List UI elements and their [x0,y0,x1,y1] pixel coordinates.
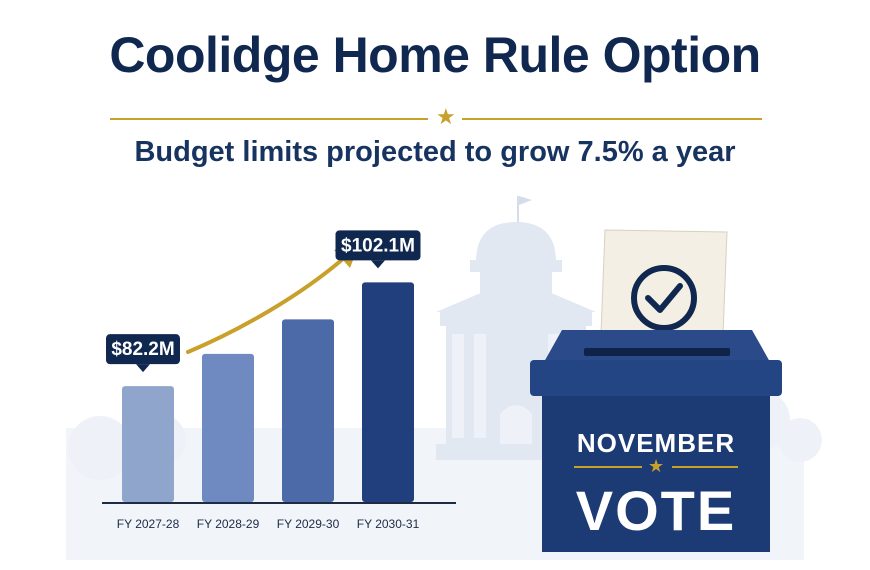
data-label-callout: $102.1M [335,230,421,269]
x-tick-label: FY 2029-30 [277,517,340,531]
bar-2 [202,353,254,502]
data-label-callout: $82.2M [106,334,180,373]
ballot-box-rule-right [672,466,738,468]
bar-1 [122,386,174,502]
growth-arrow [186,242,360,354]
flag-icon [519,196,532,205]
ballot-paper [599,229,728,361]
checkmark-icon [631,265,697,331]
bar-series [122,282,414,502]
bar-4 [362,282,414,502]
star-icon: ★ [436,104,456,129]
title-rule-right [462,118,762,120]
star-icon: ★ [648,456,665,476]
x-tick-labels: FY 2027-28 FY 2028-29 FY 2029-30 FY 2030-31 [117,517,420,531]
ballot-box-rule-left [574,466,642,468]
ballot-box-month: NOVEMBER [576,428,736,458]
bar-3 [282,319,334,502]
title-rule-left [110,118,428,120]
page-title: Coolidge Home Rule Option [109,27,761,83]
x-tick-label: FY 2028-29 [197,517,260,531]
chart-subtitle: Budget limits projected to grow 7.5% a y… [134,136,736,168]
x-tick-label: FY 2030-31 [357,517,420,531]
ballot-box [530,330,782,552]
data-label: $82.2M [111,339,174,360]
x-tick-label: FY 2027-28 [117,517,180,531]
ballot-box-vote: VOTE [575,479,737,542]
chart-scene: FY 2027-28 FY 2028-29 FY 2029-30 FY 2030-31… [66,196,822,560]
data-labels: $82.2M $102.1M [106,230,421,373]
data-label: $102.1M [341,235,415,256]
